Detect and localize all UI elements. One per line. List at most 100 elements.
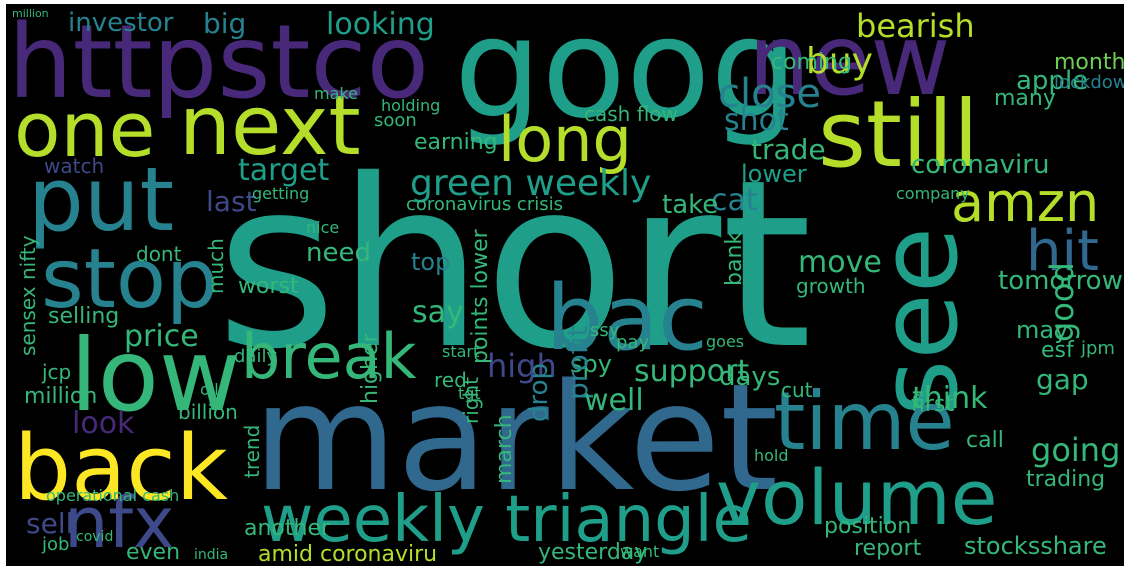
word: shot [724,103,789,138]
word: price [124,319,199,354]
word: still [818,81,979,188]
word: httpstco [8,4,429,122]
word: bearish [856,7,975,45]
word: low [70,317,241,434]
word: soon [374,110,417,131]
word: yesterday [538,540,648,565]
word: trade [751,133,826,166]
word: million [24,384,98,409]
word: amid coronaviru [258,542,438,566]
word: investor [68,8,174,38]
word: stocksshare [964,532,1107,560]
word: worst [238,274,299,299]
word: may [1016,316,1069,344]
word: hold [754,446,789,465]
word: volume [716,453,998,542]
word: march [492,414,517,484]
word: coronavirus crisis [406,194,563,215]
word: nfx [64,482,175,564]
word: dont [136,242,182,266]
word: buy [806,41,873,82]
word: spy [570,350,612,378]
word: report [854,536,922,561]
word: red [434,368,467,392]
word: selling [48,304,120,329]
word: cat [711,183,758,218]
word: weekly triangle [261,483,752,557]
word: cash flow [584,102,678,126]
word: ssy [590,320,620,341]
word: call [966,428,1004,453]
word: need [306,238,371,268]
word: sensex nifty [16,235,40,356]
word: make [314,84,358,103]
word: jcp [42,360,72,384]
word: oil [200,380,219,399]
word: position [824,514,912,539]
word: take [662,190,719,220]
word: gap [1036,363,1089,396]
word: start [442,342,480,361]
word: last [206,185,257,218]
word: going [1031,431,1121,469]
word: first [911,392,954,417]
word: one [14,85,156,174]
word: operational cash [46,486,180,505]
word: big [203,7,247,40]
word: cut [781,378,813,402]
word: drop [524,362,554,422]
word: billion [178,400,238,424]
word: nice [306,218,340,237]
word: tomorrow [998,266,1123,296]
word: support [634,354,750,389]
word: long [498,103,632,176]
word: many [994,86,1056,111]
word-cloud: million short market goog httpstco new o… [6,4,1124,566]
word: watch [44,154,105,178]
word: month [1054,50,1124,75]
word: market [253,352,779,524]
word: lower [741,160,807,188]
word: earning [414,130,498,155]
word: even [126,540,181,565]
word: pay [616,332,650,353]
word: well [584,383,644,418]
word: green weekly [410,163,652,204]
word: days [719,362,781,392]
word: apple [1016,66,1089,96]
word: time [774,375,955,468]
word: job [42,534,70,555]
word: back [14,416,228,521]
word: put [28,148,175,251]
word: want [620,542,660,561]
word: say [412,295,464,330]
word: close [718,71,822,117]
word: million [12,7,49,20]
word: move [798,245,882,280]
word: next [179,79,361,174]
word: high [487,347,557,385]
word: looking [326,7,435,42]
word: covid [76,529,114,545]
word: top [411,248,451,276]
word: coming [771,50,853,75]
word: trading [1026,467,1106,492]
word: break [241,320,417,393]
word: higher [358,333,383,404]
word: jpm [1081,338,1115,359]
word: bac [546,266,708,371]
word: bank [722,231,747,286]
word: hit [1026,219,1100,284]
word: stop [41,232,219,327]
word: getting [252,184,310,203]
word: much [204,238,228,294]
word: goog [454,4,799,149]
word: lockdown [1054,72,1124,93]
word: coronaviru [911,150,1050,180]
word: target [238,153,330,188]
word: goes [706,332,745,351]
word: india [194,547,229,563]
word: think [912,381,988,416]
word: sell [26,507,74,540]
word: daily [234,346,278,367]
